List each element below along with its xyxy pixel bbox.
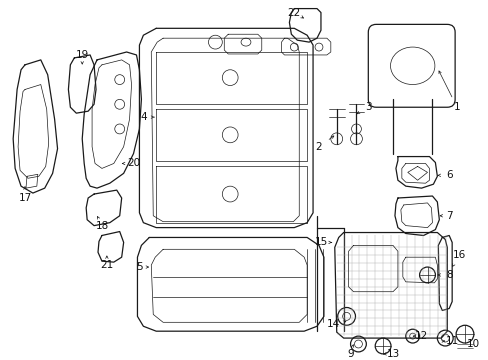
- Text: 16: 16: [451, 250, 465, 260]
- Text: 2: 2: [315, 142, 322, 152]
- Text: 22: 22: [287, 8, 300, 18]
- Text: 19: 19: [76, 50, 89, 60]
- Text: 15: 15: [314, 237, 327, 247]
- Text: 3: 3: [364, 102, 371, 112]
- Text: 1: 1: [453, 102, 460, 112]
- Text: 20: 20: [127, 158, 140, 168]
- Text: 10: 10: [466, 339, 478, 349]
- Text: 18: 18: [95, 221, 108, 231]
- Text: 13: 13: [386, 349, 399, 359]
- Text: 14: 14: [326, 319, 340, 329]
- Text: 21: 21: [100, 260, 113, 270]
- Text: 8: 8: [445, 270, 451, 280]
- Text: 4: 4: [140, 112, 146, 122]
- Text: 12: 12: [414, 331, 427, 341]
- Text: 11: 11: [445, 336, 458, 346]
- Text: 6: 6: [445, 170, 451, 180]
- Text: 9: 9: [346, 349, 353, 359]
- Text: 17: 17: [19, 193, 32, 203]
- Text: 5: 5: [136, 262, 142, 272]
- Text: 7: 7: [445, 211, 451, 221]
